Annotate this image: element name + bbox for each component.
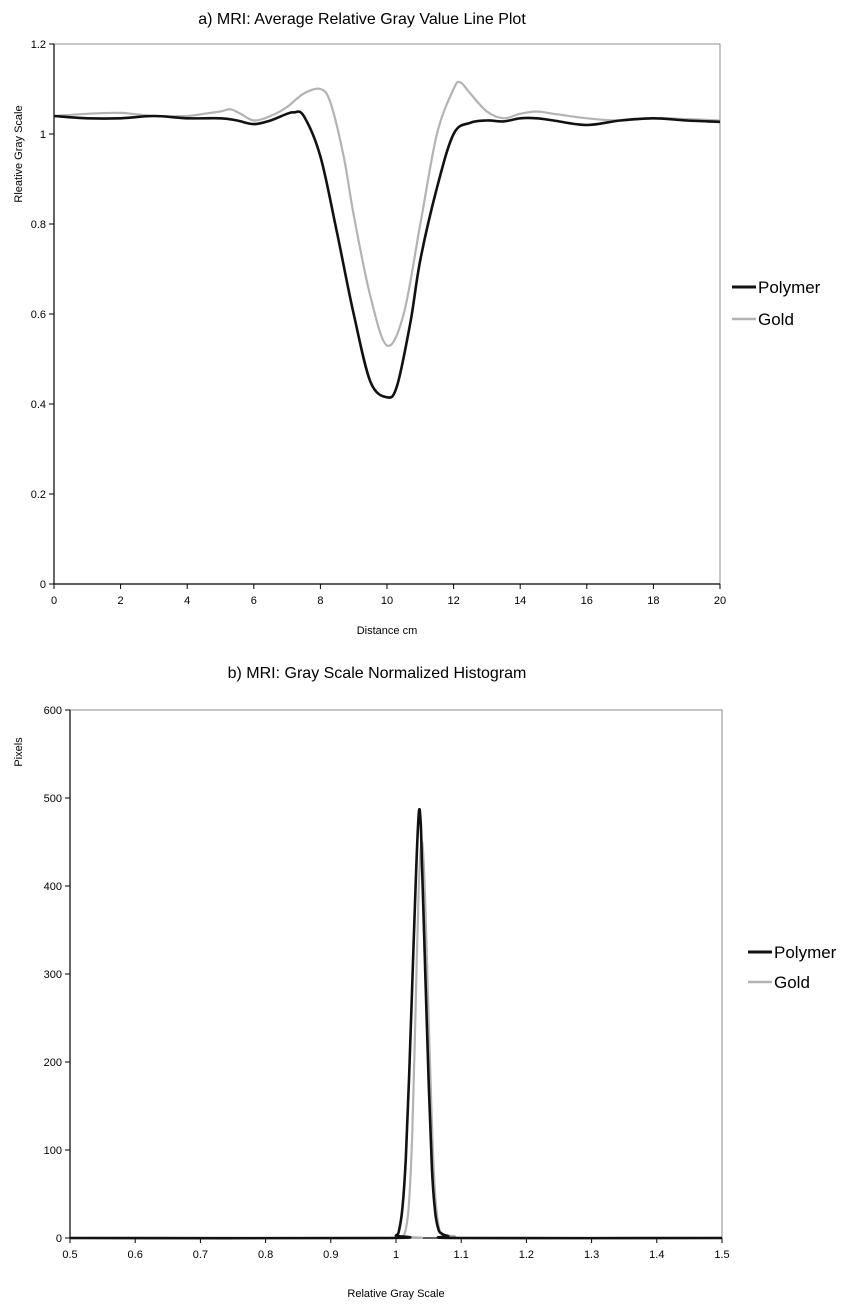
x-tick-label: 16 <box>581 595 593 607</box>
x-tick-label: 12 <box>447 595 459 607</box>
y-tick-label: 0.4 <box>31 399 46 411</box>
y-tick-label: 300 <box>44 969 62 981</box>
legend-label-gold: Gold <box>758 310 794 329</box>
x-tick-label: 6 <box>251 595 257 607</box>
x-tick-label: 2 <box>118 595 124 607</box>
y-tick-label: 600 <box>44 705 62 717</box>
x-tick-label: 1.4 <box>649 1249 664 1261</box>
y-tick-label: 1 <box>40 129 46 141</box>
x-axis-label: Relative Gray Scale <box>347 1288 444 1300</box>
series-line-gold <box>69 840 723 1240</box>
x-tick-label: 8 <box>317 595 323 607</box>
plot-area-border <box>69 709 723 1239</box>
x-tick-label: 10 <box>381 595 393 607</box>
chart-title: a) MRI: Average Relative Gray Value Line… <box>198 11 526 28</box>
x-tick-label: 0 <box>51 595 57 607</box>
y-axis-label: Pixels <box>13 737 25 767</box>
x-tick-label: 1.3 <box>584 1249 599 1261</box>
x-tick-label: 4 <box>184 595 190 607</box>
y-tick-label: 0.8 <box>31 219 46 231</box>
legend-label-polymer: Polymer <box>774 943 837 962</box>
y-tick-label: 1.2 <box>31 39 46 51</box>
chart-a-line-plot: a) MRI: Average Relative Gray Value Line… <box>13 11 821 637</box>
legend-label-gold: Gold <box>774 973 810 992</box>
x-tick-label: 0.5 <box>62 1249 77 1261</box>
plot-area-border <box>53 43 721 585</box>
chart-title: b) MRI: Gray Scale Normalized Histogram <box>228 665 527 682</box>
chart-b-histogram: b) MRI: Gray Scale Normalized Histogram 0… <box>13 665 837 1300</box>
y-tick-label: 200 <box>44 1057 62 1069</box>
y-tick-label: 100 <box>44 1145 62 1157</box>
x-tick-label: 18 <box>647 595 659 607</box>
series-line-gold <box>53 80 721 347</box>
x-tick-label: 0.6 <box>128 1249 143 1261</box>
y-tick-label: 400 <box>44 881 62 893</box>
x-tick-label: 1.5 <box>714 1249 729 1261</box>
x-tick-label: 0.8 <box>258 1249 273 1261</box>
y-tick-label: 0.2 <box>31 489 46 501</box>
y-tick-label: 0 <box>40 579 46 591</box>
x-tick-label: 1.1 <box>454 1249 469 1261</box>
x-tick-label: 1.2 <box>519 1249 534 1261</box>
x-tick-label: 14 <box>514 595 526 607</box>
legend-label-polymer: Polymer <box>758 278 821 297</box>
x-tick-label: 20 <box>714 595 726 607</box>
x-tick-label: 0.9 <box>323 1249 338 1261</box>
x-tick-label: 1 <box>393 1249 399 1261</box>
series-line-polymer <box>53 110 721 399</box>
y-tick-label: 0 <box>56 1233 62 1245</box>
y-axis-label: Rleative Gray Scale <box>13 105 25 202</box>
series-line-polymer <box>69 807 723 1240</box>
x-tick-label: 0.7 <box>193 1249 208 1261</box>
y-tick-label: 0.6 <box>31 309 46 321</box>
y-tick-label: 500 <box>44 793 62 805</box>
x-axis-label: Distance cm <box>357 625 418 637</box>
